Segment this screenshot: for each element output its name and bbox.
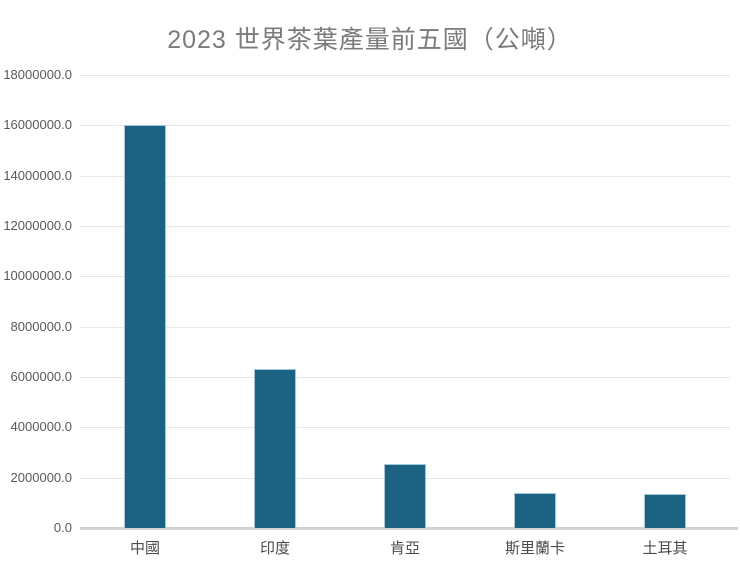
- bar-土耳其: [644, 494, 686, 528]
- bar-肯亞: [384, 463, 426, 528]
- gridline: [80, 427, 730, 429]
- y-tick-label: 12000000.0: [3, 218, 72, 233]
- gridline: [80, 175, 730, 177]
- bar-印度: [254, 369, 296, 528]
- plot-area: [80, 75, 738, 530]
- gridline: [80, 326, 730, 328]
- y-tick-label: 10000000.0: [3, 268, 72, 284]
- y-tick-label: 2000000.0: [10, 469, 72, 485]
- y-tick-label: 18000000.0: [3, 67, 72, 82]
- bar-中國: [124, 125, 166, 528]
- y-tick-label: 16000000.0: [3, 117, 72, 133]
- y-tick-label: 8000000.0: [10, 318, 72, 334]
- x-axis-baseline: [80, 527, 738, 530]
- gridline: [80, 377, 730, 378]
- y-tick-label: 6000000.0: [10, 369, 72, 384]
- y-tick-label: 14000000.0: [3, 167, 72, 183]
- gridline: [80, 276, 730, 278]
- gridline: [80, 75, 730, 76]
- gridline: [80, 125, 730, 127]
- chart-title: 2023 世界茶葉產量前五國（公噸）: [167, 26, 573, 54]
- x-category-label: 中國: [129, 540, 160, 557]
- bar-斯里蘭卡: [514, 492, 556, 528]
- x-category-label: 斯里蘭卡: [504, 540, 565, 557]
- x-category-label: 肯亞: [389, 540, 420, 557]
- gridline: [80, 226, 730, 227]
- y-tick-label: 0.0: [53, 520, 72, 535]
- y-axis: 0.0 2000000.0 4000000.0 6000000.0 8000000.0 1…: [0, 67, 72, 535]
- x-category-label: 印度: [259, 540, 290, 557]
- y-tick-label: 4000000.0: [10, 419, 72, 435]
- x-axis: 中國 印度 肯亞 斯里蘭卡 土耳其: [80, 534, 730, 558]
- x-category-label: 土耳其: [642, 540, 688, 557]
